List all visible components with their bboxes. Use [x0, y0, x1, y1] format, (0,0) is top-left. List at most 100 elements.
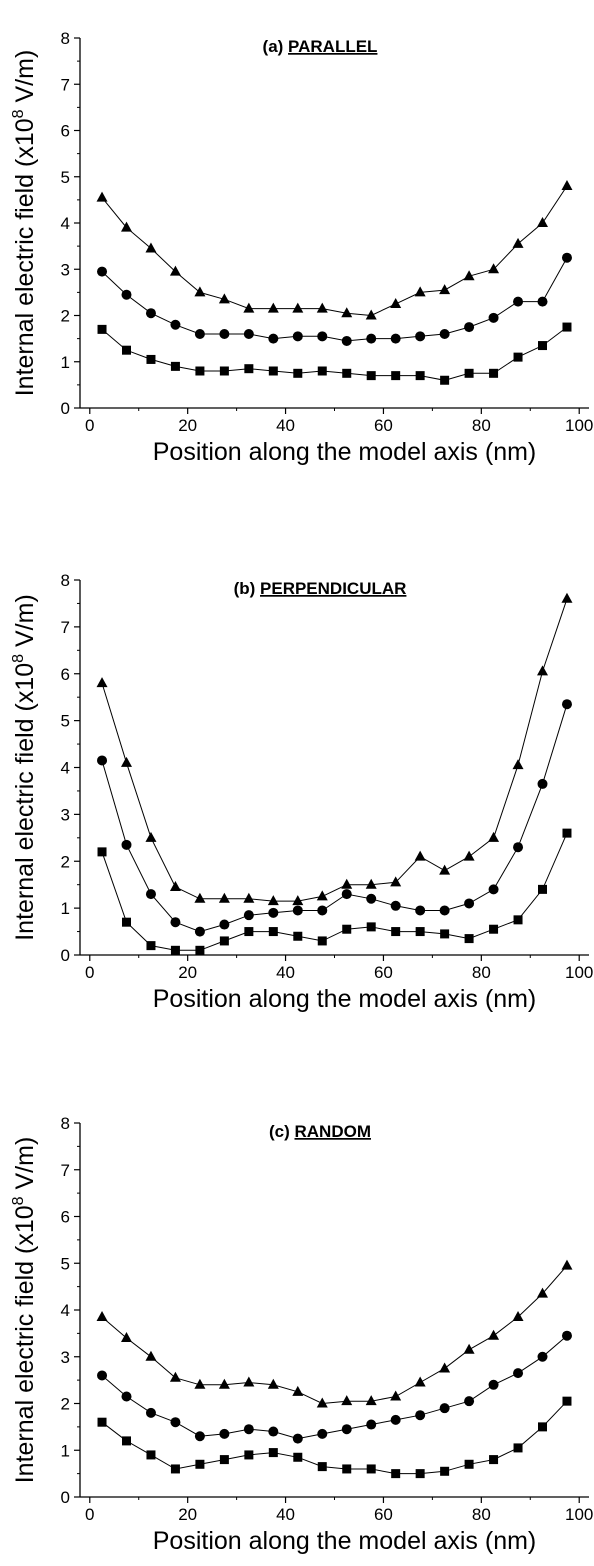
x-tick-label: 40 — [276, 416, 295, 435]
data-point-square — [244, 364, 254, 374]
data-point-triangle — [96, 191, 108, 202]
data-point-triangle — [390, 876, 402, 887]
data-point-circle — [292, 1433, 303, 1444]
data-point-square — [464, 1459, 474, 1469]
data-point-triangle — [365, 309, 377, 320]
data-point-square — [195, 366, 205, 376]
data-point-circle — [219, 329, 230, 339]
data-point-circle — [488, 312, 499, 323]
data-point-circle — [243, 1424, 254, 1435]
x-tick-label: 20 — [178, 416, 197, 435]
data-point-square — [538, 341, 548, 351]
data-point-circle — [537, 778, 548, 789]
data-point-triangle — [463, 850, 475, 861]
data-point-square — [293, 1452, 303, 1462]
data-point-circle — [145, 889, 156, 900]
y-tick-label: 0 — [61, 1488, 70, 1507]
data-point-circle — [341, 1424, 352, 1435]
data-point-circle — [194, 329, 205, 339]
data-point-triangle — [390, 1390, 402, 1401]
data-point-circle — [292, 905, 303, 916]
data-point-circle — [439, 905, 450, 916]
data-point-triangle — [120, 221, 132, 232]
data-point-circle — [219, 919, 230, 930]
data-point-circle — [561, 699, 572, 710]
data-point-triangle — [145, 831, 157, 842]
data-point-circle — [317, 905, 328, 916]
data-point-triangle — [561, 592, 573, 603]
data-point-square — [170, 361, 180, 371]
data-point-square — [342, 924, 352, 934]
data-point-circle — [219, 1428, 230, 1439]
x-tick-label: 0 — [85, 963, 94, 982]
data-point-circle — [194, 926, 205, 937]
data-point-square — [464, 368, 474, 378]
data-point-triangle — [120, 756, 132, 767]
x-tick-label: 60 — [374, 416, 393, 435]
data-point-square — [268, 1448, 278, 1458]
data-point-square — [244, 927, 254, 937]
data-point-circle — [488, 1379, 499, 1390]
y-tick-label: 6 — [61, 665, 70, 684]
data-point-triangle — [194, 286, 206, 297]
data-point-square — [146, 941, 156, 951]
data-point-triangle — [169, 881, 181, 892]
x-axis-title: Position along the model axis (nm) — [153, 985, 537, 1013]
data-point-circle — [366, 893, 377, 904]
data-point-triangle — [365, 1395, 377, 1406]
x-axis-title: Position along the model axis (nm) — [153, 1527, 537, 1555]
data-point-circle — [341, 889, 352, 900]
x-tick-label: 60 — [374, 963, 393, 982]
data-point-triangle — [390, 297, 402, 308]
data-point-circle — [537, 1351, 548, 1362]
data-point-circle — [97, 1370, 108, 1381]
data-point-square — [121, 917, 131, 927]
data-point-triangle — [292, 302, 304, 313]
x-tick-label: 80 — [472, 416, 491, 435]
data-point-circle — [170, 917, 181, 928]
data-point-square — [170, 945, 180, 955]
data-point-triangle — [120, 1332, 132, 1343]
data-point-square — [562, 322, 572, 332]
data-point-triangle — [316, 1397, 328, 1408]
y-tick-label: 2 — [61, 307, 70, 326]
data-point-triangle — [439, 864, 451, 875]
data-point-circle — [97, 755, 108, 766]
data-point-square — [489, 1455, 499, 1465]
x-tick-label: 40 — [276, 963, 295, 982]
x-tick-label: 0 — [85, 416, 94, 435]
data-point-square — [97, 324, 107, 334]
data-point-circle — [537, 296, 548, 307]
data-point-circle — [268, 333, 279, 344]
data-point-circle — [488, 884, 499, 895]
x-tick-label: 20 — [178, 963, 197, 982]
y-tick-label: 1 — [61, 353, 70, 372]
data-point-circle — [366, 333, 377, 344]
data-point-circle — [390, 1414, 401, 1425]
data-point-circle — [145, 308, 156, 319]
data-point-triangle — [145, 1350, 157, 1361]
data-point-square — [464, 934, 474, 944]
data-point-square — [268, 927, 278, 937]
data-point-square — [415, 927, 425, 937]
y-tick-label: 3 — [61, 1348, 70, 1367]
x-tick-label: 80 — [472, 963, 491, 982]
panel-title: (b) PERPENDICULAR — [234, 579, 407, 598]
data-point-circle — [97, 266, 108, 277]
data-point-square — [562, 1396, 572, 1406]
y-tick-label: 2 — [61, 1395, 70, 1414]
data-point-triangle — [512, 1311, 524, 1322]
data-point-circle — [268, 907, 279, 918]
data-point-square — [366, 1464, 376, 1474]
data-point-circle — [415, 1410, 426, 1421]
data-point-square — [219, 1455, 229, 1465]
data-point-triangle — [512, 237, 524, 248]
x-tick-label: 0 — [85, 1505, 94, 1524]
data-point-circle — [415, 331, 426, 342]
data-point-square — [440, 1466, 450, 1476]
y-tick-label: 6 — [61, 122, 70, 141]
data-point-triangle — [316, 302, 328, 313]
